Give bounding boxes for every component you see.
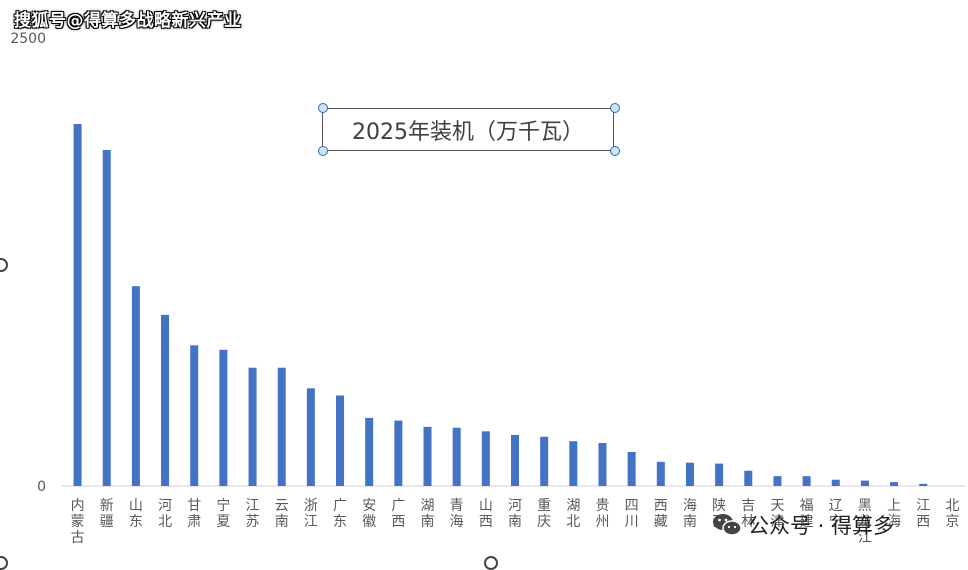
x-tick-label-25: 福建 [800,498,814,530]
x-tick-label-14: 山西 [479,498,493,530]
watermark-bottom: 公众号 · 得算多 [712,510,894,540]
resize-handle-bl[interactable] [318,146,328,156]
x-tick-label-27: 黑龙江 [858,498,872,546]
x-tick-label-13: 青海 [450,498,464,530]
x-tick-label-30: 北京 [945,498,959,530]
bar-4 [190,345,199,486]
x-tick-label-26: 辽宁 [829,498,843,530]
bar-10 [365,417,374,486]
bar-18 [598,442,607,486]
x-tick-label-8: 浙江 [304,498,318,530]
watermark-bottom-text: 公众号 · 得算多 [748,514,895,538]
x-tick-label-1: 新疆 [100,498,114,530]
x-tick-label-18: 贵州 [595,498,609,530]
chart-area-handle-bottom-left[interactable] [0,556,8,570]
bar-6 [248,367,257,486]
x-tick-label-5: 宁夏 [216,497,230,530]
x-tick-label-16: 重庆 [537,498,551,530]
bar-23 [744,470,753,486]
bar-7 [277,367,286,486]
bar-28 [890,482,899,486]
bar-0 [73,124,82,487]
bar-27 [860,480,869,486]
x-tick-label-24: 天津 [770,498,784,530]
x-tick-label-15: 河南 [508,498,522,530]
bar-12 [423,426,432,486]
y-tick-label-0: 0 [37,479,46,495]
bar-13 [452,427,461,486]
chart-area-handle-left[interactable] [0,258,8,272]
bar-8 [306,388,315,486]
x-tick-label-0: 内蒙古 [71,498,85,546]
bar-29 [919,483,928,486]
x-tick-label-12: 湖南 [421,498,435,530]
bar-22 [715,463,724,486]
x-tick-label-19: 四川 [625,498,639,530]
x-tick-label-9: 广东 [333,498,347,530]
bar-26 [831,479,840,486]
bar-17 [569,441,578,486]
bar-21 [685,462,694,486]
bar-1 [102,150,111,486]
x-tick-label-10: 安徽 [362,498,376,530]
x-tick-label-28: 上海 [887,498,901,530]
resize-handle-br[interactable] [610,146,620,156]
bars-group [73,124,928,487]
x-tick-label-3: 河北 [158,498,172,530]
chart-area-handle-bottom[interactable] [484,556,498,570]
x-tick-label-17: 湖北 [566,498,580,530]
x-tick-label-29: 江西 [916,498,930,530]
bar-14 [481,431,490,486]
bar-19 [627,451,636,486]
x-tick-label-2: 山东 [129,498,143,530]
bar-11 [394,420,403,486]
x-tick-label-20: 西藏 [654,498,668,530]
x-tick-label-23: 吉林 [741,498,755,530]
bar-3 [161,314,170,486]
bar-15 [511,434,519,486]
x-tick-label-11: 广西 [391,498,405,530]
bar-16 [540,436,549,486]
bar-20 [656,461,665,486]
wechat-icon [712,512,742,538]
resize-handle-tl[interactable] [318,103,328,113]
bar-2 [131,286,140,486]
bar-25 [802,476,811,486]
bar-9 [336,395,345,486]
chart-title[interactable]: 2025年装机（万千瓦） [322,108,614,151]
x-tick-label-21: 海南 [683,498,697,530]
watermark-top: 搜狐号@得算多战略新兴产业 [14,11,242,31]
x-tick-label-6: 江苏 [246,498,260,530]
x-tick-label-4: 甘肃 [187,498,201,530]
bar-5 [219,349,228,486]
x-tick-label-7: 云南 [275,498,289,530]
resize-handle-tr[interactable] [610,103,620,113]
bar-24 [773,476,782,486]
y-tick-label-1: 2500 [10,31,46,47]
